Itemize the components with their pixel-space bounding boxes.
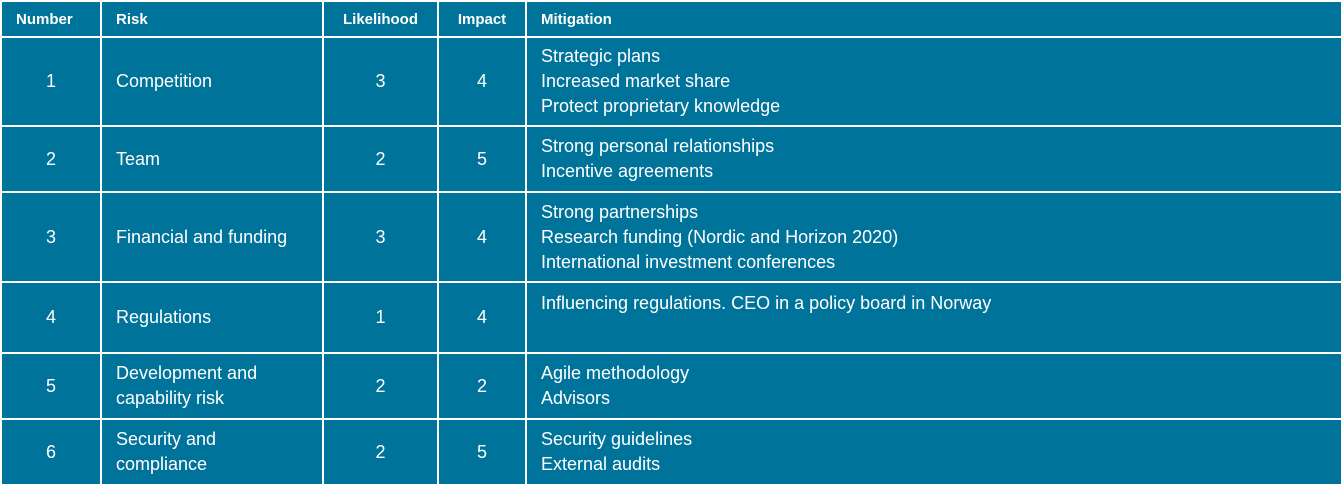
mitigation-line: External audits — [541, 454, 661, 474]
cell-likelihood: 3 — [322, 191, 439, 283]
mitigation-line: Research funding (Nordic and Horizon 202… — [541, 226, 899, 247]
cell-number: 5 — [0, 352, 102, 420]
cell-likelihood: 2 — [322, 352, 439, 420]
header-number: Number — [0, 0, 102, 38]
table-row: 6 Security and compliance 2 5 Security g… — [0, 418, 1343, 486]
cell-mitigation: Strong partnerships Research funding (No… — [525, 191, 1343, 283]
cell-risk: Development and capability risk — [100, 352, 324, 420]
cell-likelihood: 2 — [322, 125, 439, 193]
cell-number: 1 — [0, 36, 102, 127]
mitigation-line: Strong personal relationships — [541, 136, 775, 156]
cell-risk: Competition — [100, 36, 324, 127]
cell-number: 6 — [0, 418, 102, 486]
cell-number: 2 — [0, 125, 102, 193]
mitigation-line: Protect proprietary knowledge — [541, 96, 781, 116]
cell-mitigation: Security guidelines External audits — [525, 418, 1343, 486]
cell-number: 4 — [0, 281, 102, 354]
header-mitigation: Mitigation — [525, 0, 1343, 38]
cell-impact: 2 — [437, 352, 527, 420]
cell-mitigation: Strong personal relationships Incentive … — [525, 125, 1343, 193]
mitigation-line: Influencing regulations. CEO in a policy… — [541, 293, 992, 313]
header-impact: Impact — [437, 0, 527, 38]
mitigation-line: Agile methodology — [541, 363, 690, 383]
cell-impact: 5 — [437, 125, 527, 193]
cell-mitigation: Strategic plans Increased market share P… — [525, 36, 1343, 127]
cell-mitigation: Agile methodology Advisors — [525, 352, 1343, 420]
cell-likelihood: 3 — [322, 36, 439, 127]
cell-impact: 5 — [437, 418, 527, 486]
mitigation-line: Strategic plans — [541, 46, 661, 66]
mitigation-line: Strong partnerships — [541, 201, 699, 222]
mitigation-line: Increased market share — [541, 71, 731, 91]
cell-number: 3 — [0, 191, 102, 283]
mitigation-line: International investment conferences — [541, 251, 836, 272]
header-likelihood: Likelihood — [322, 0, 439, 38]
cell-likelihood: 1 — [322, 281, 439, 354]
table-row: 2 Team 2 5 Strong personal relationships… — [0, 125, 1343, 193]
cell-impact: 4 — [437, 36, 527, 127]
cell-risk: Financial and funding — [100, 191, 324, 283]
cell-risk: Team — [100, 125, 324, 193]
cell-impact: 4 — [437, 191, 527, 283]
table-row: 4 Regulations 1 4 Influencing regulation… — [0, 281, 1343, 354]
cell-mitigation: Influencing regulations. CEO in a policy… — [525, 281, 1343, 354]
header-risk: Risk — [100, 0, 324, 38]
mitigation-line: Advisors — [541, 388, 611, 408]
cell-risk: Regulations — [100, 281, 324, 354]
cell-risk: Security and compliance — [100, 418, 324, 486]
table-row: 5 Development and capability risk 2 2 Ag… — [0, 352, 1343, 420]
table-row: 1 Competition 3 4 Strategic plans Increa… — [0, 36, 1343, 127]
mitigation-line: Security guidelines — [541, 429, 693, 449]
mitigation-line: Incentive agreements — [541, 161, 714, 181]
cell-likelihood: 2 — [322, 418, 439, 486]
cell-impact: 4 — [437, 281, 527, 354]
table-header-row: Number Risk Likelihood Impact Mitigation — [0, 0, 1343, 38]
table-row: 3 Financial and funding 3 4 Strong partn… — [0, 191, 1343, 283]
